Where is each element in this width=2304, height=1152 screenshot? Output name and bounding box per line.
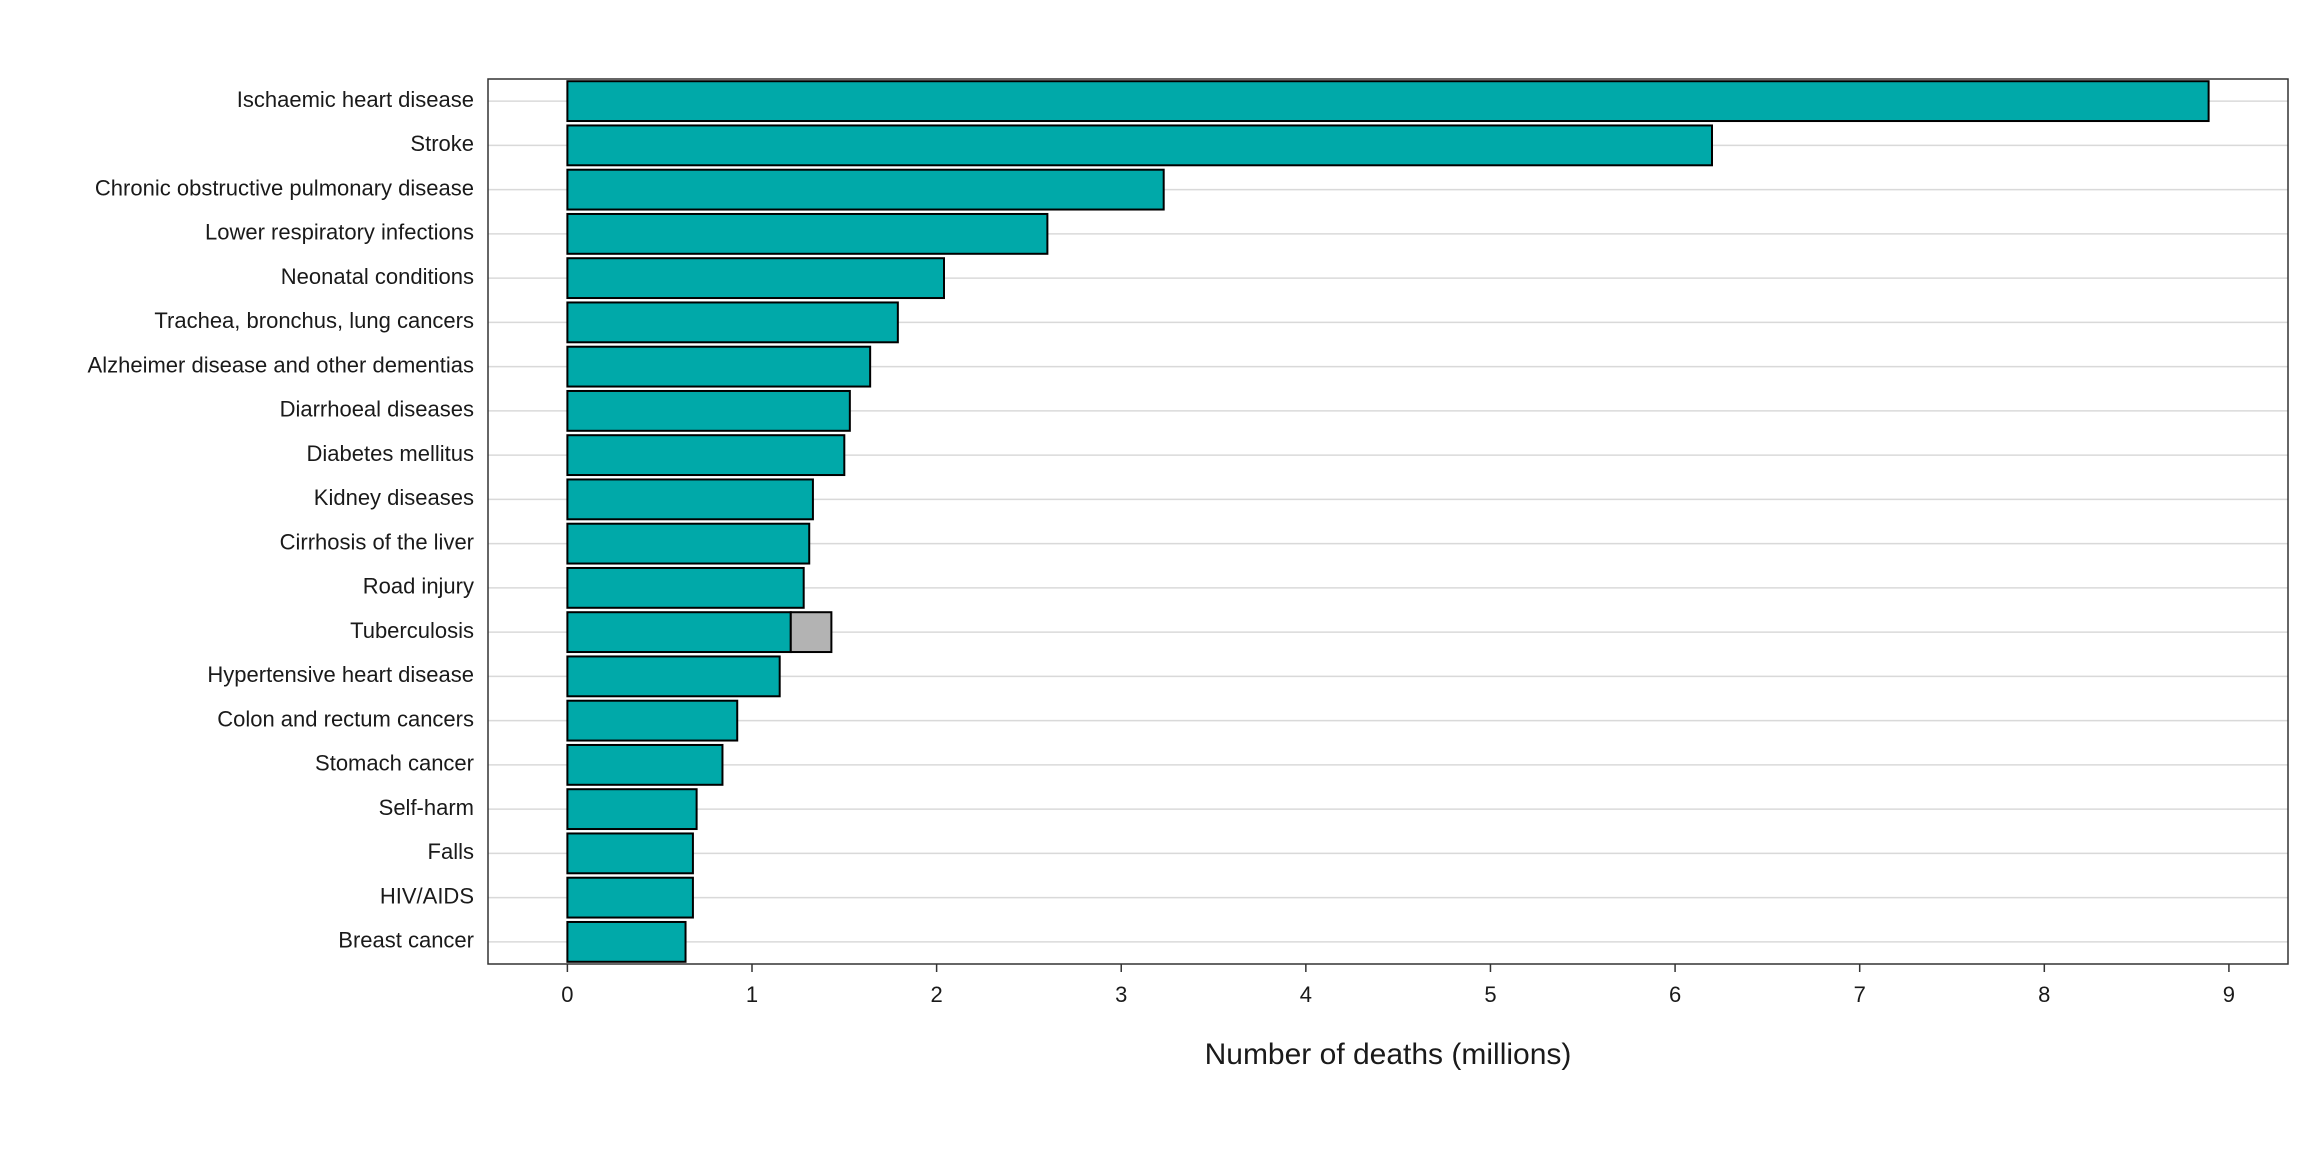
bar [566, 611, 792, 654]
bar [566, 212, 1049, 255]
y-tick-label: Falls [428, 839, 474, 864]
y-tick-label: Self-harm [379, 795, 474, 820]
bar [566, 876, 694, 919]
bar [566, 257, 946, 300]
bar [566, 434, 846, 477]
y-tick-label: Diarrhoeal diseases [280, 397, 474, 422]
bar [566, 478, 814, 521]
bar [566, 168, 1165, 211]
y-tick-label: Trachea, bronchus, lung cancers [154, 308, 474, 333]
bar [566, 389, 851, 432]
bar [566, 124, 1713, 167]
bar [566, 743, 724, 786]
y-tick-label: Breast cancer [338, 928, 474, 953]
bar [789, 611, 833, 654]
x-tick-label: 3 [1115, 982, 1127, 1007]
y-tick-label: Diabetes mellitus [306, 441, 474, 466]
bar [566, 522, 811, 565]
bar [566, 699, 739, 742]
x-tick-label: 4 [1300, 982, 1312, 1007]
y-tick-label: Ischaemic heart disease [237, 87, 474, 112]
y-tick-label: Stomach cancer [315, 751, 474, 776]
y-tick-label: Tuberculosis [350, 618, 474, 643]
y-tick-label: Road injury [363, 574, 474, 599]
x-tick-label: 8 [2038, 982, 2050, 1007]
y-tick-label: HIV/AIDS [380, 883, 474, 908]
y-tick-label: Colon and rectum cancers [217, 706, 474, 731]
x-tick-label: 0 [561, 982, 573, 1007]
bar [566, 80, 2210, 123]
x-tick-label: 9 [2223, 982, 2235, 1007]
bar [566, 655, 781, 698]
y-tick-label: Alzheimer disease and other dementias [88, 352, 474, 377]
x-tick-label: 2 [930, 982, 942, 1007]
y-tick-label: Lower respiratory infections [205, 220, 474, 245]
x-axis-title: Number of deaths (millions) [1205, 1038, 1572, 1071]
x-tick-label: 6 [1669, 982, 1681, 1007]
y-tick-label: Neonatal conditions [281, 264, 474, 289]
plot-border [487, 78, 2289, 965]
y-tick-label: Hypertensive heart disease [207, 662, 474, 687]
y-tick-label: Chronic obstructive pulmonary disease [95, 175, 474, 200]
y-tick-label: Kidney diseases [314, 485, 474, 510]
y-tick-label: Stroke [410, 131, 474, 156]
bar [566, 566, 805, 609]
bar [566, 788, 698, 831]
bar [566, 301, 899, 344]
x-tick-label: 1 [746, 982, 758, 1007]
bar [566, 345, 872, 388]
bar [566, 920, 687, 963]
bar [566, 832, 694, 875]
y-tick-label: Cirrhosis of the liver [280, 529, 474, 554]
x-tick-label: 5 [1484, 982, 1496, 1007]
x-tick-label: 7 [1854, 982, 1866, 1007]
